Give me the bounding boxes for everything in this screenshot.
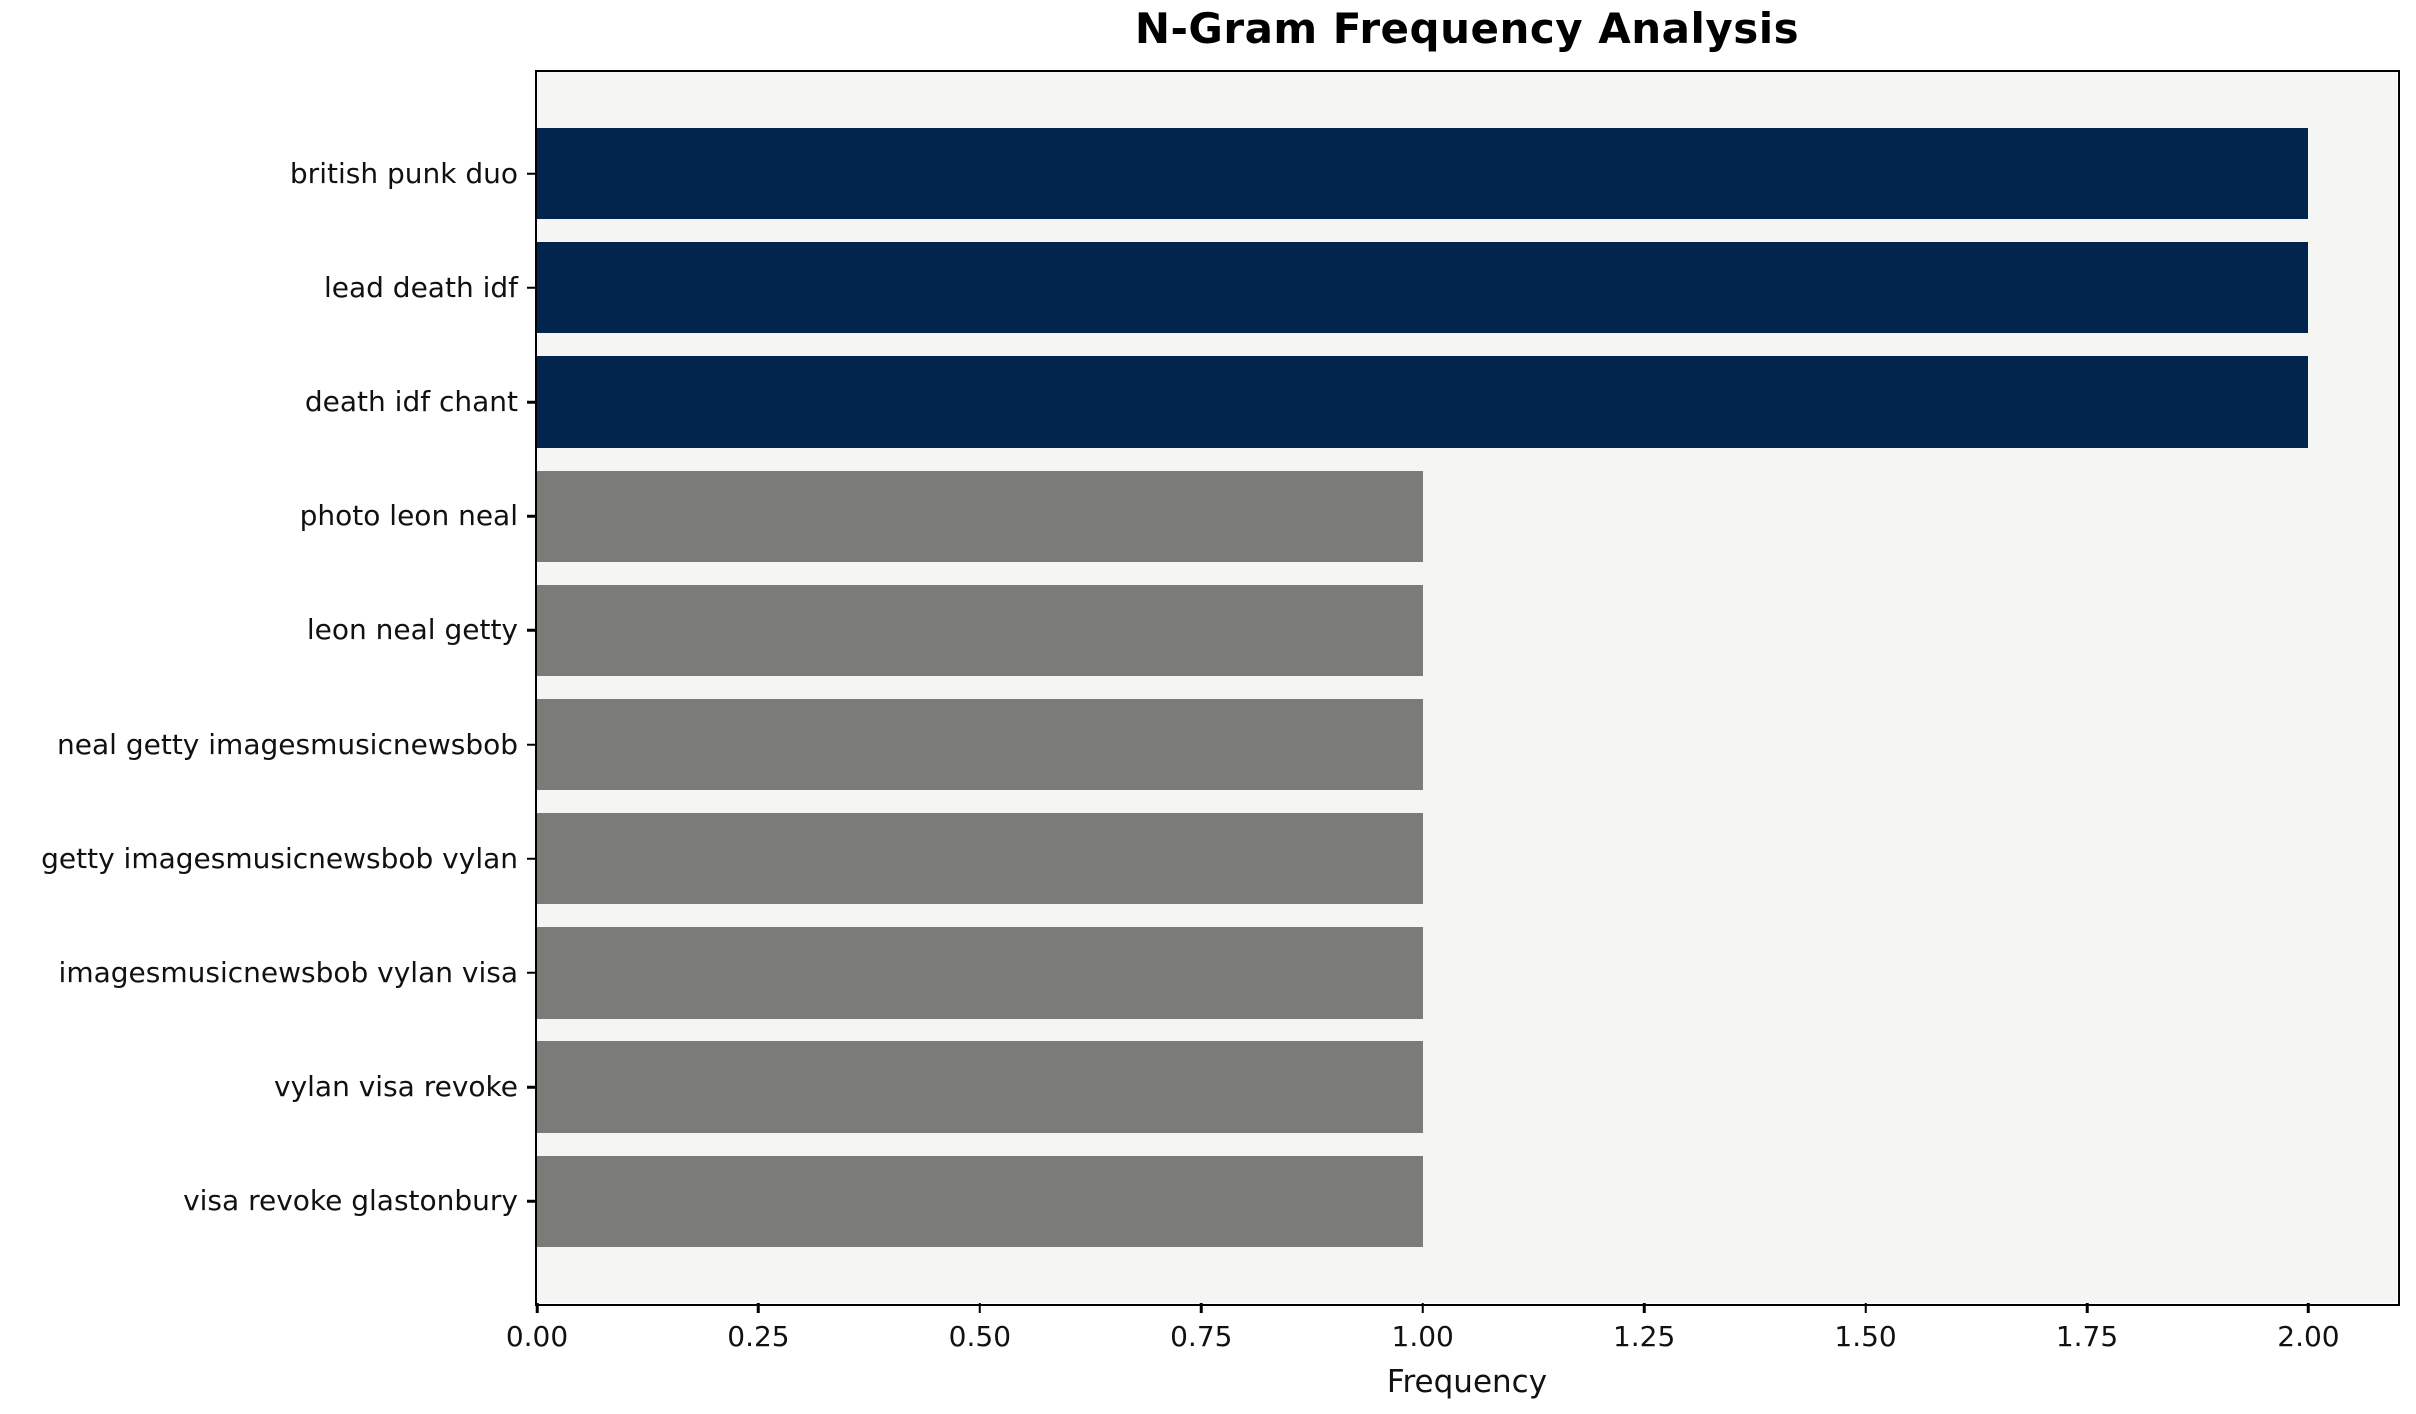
bar (537, 470, 1423, 562)
y-tick-mark (527, 743, 537, 746)
x-tick-mark (535, 1303, 539, 1313)
bar (537, 1041, 1423, 1133)
y-tick-label: vylan visa revoke (274, 1070, 518, 1104)
x-tick-label: 0.50 (948, 1320, 1012, 1353)
y-tick-label: death idf chant (304, 385, 518, 419)
x-tick-mark (1421, 1303, 1424, 1313)
chart-title: N-Gram Frequency Analysis (1134, 4, 1800, 53)
y-tick-label: lead death idf (323, 270, 518, 304)
y-tick-mark (527, 286, 537, 290)
bar (537, 356, 2309, 448)
y-tick-label: neal getty imagesmusicnewsbob (57, 727, 518, 761)
x-tick-mark (2085, 1303, 2089, 1313)
bar (537, 1155, 1423, 1248)
x-tick-mark (2307, 1303, 2310, 1313)
y-tick-label: leon neal getty (306, 613, 518, 647)
y-tick-mark (527, 629, 537, 632)
y-tick-label: getty imagesmusicnewsbob vylan (41, 841, 518, 875)
bar (537, 584, 1423, 677)
y-tick-mark (527, 857, 537, 861)
plot-area (534, 69, 2400, 1306)
x-tick-mark (757, 1303, 760, 1313)
y-tick-mark (527, 172, 537, 175)
x-tick-label: 1.00 (1391, 1320, 1454, 1353)
x-tick-label: 0.00 (505, 1320, 569, 1353)
bar (537, 813, 1423, 905)
x-tick-label: 2.00 (2277, 1320, 2340, 1353)
x-axis-label: Frequency (1386, 1364, 1548, 1400)
y-tick-mark (527, 514, 537, 518)
y-tick-mark (527, 1200, 537, 1203)
x-tick-label: 0.25 (727, 1320, 790, 1353)
y-tick-label: visa revoke glastonbury (183, 1184, 518, 1218)
bar (537, 698, 1423, 791)
x-tick-mark (1200, 1303, 1203, 1313)
x-tick-label: 1.25 (1612, 1320, 1676, 1353)
x-tick-label: 1.75 (2055, 1320, 2119, 1353)
x-tick-mark (1864, 1303, 1867, 1313)
y-tick-mark (527, 400, 537, 404)
x-tick-label: 1.50 (1834, 1320, 1897, 1353)
x-tick-mark (1642, 1303, 1646, 1313)
x-tick-mark (978, 1303, 982, 1313)
y-tick-label: imagesmusicnewsbob vylan visa (58, 955, 518, 989)
y-tick-label: photo leon neal (299, 499, 518, 533)
bar (537, 927, 1423, 1019)
bar (537, 127, 2309, 220)
x-tick-label: 0.75 (1170, 1320, 1233, 1353)
y-tick-mark (527, 1085, 537, 1089)
bar (537, 242, 2309, 334)
y-tick-mark (527, 971, 537, 975)
y-tick-label: british punk duo (289, 156, 518, 190)
